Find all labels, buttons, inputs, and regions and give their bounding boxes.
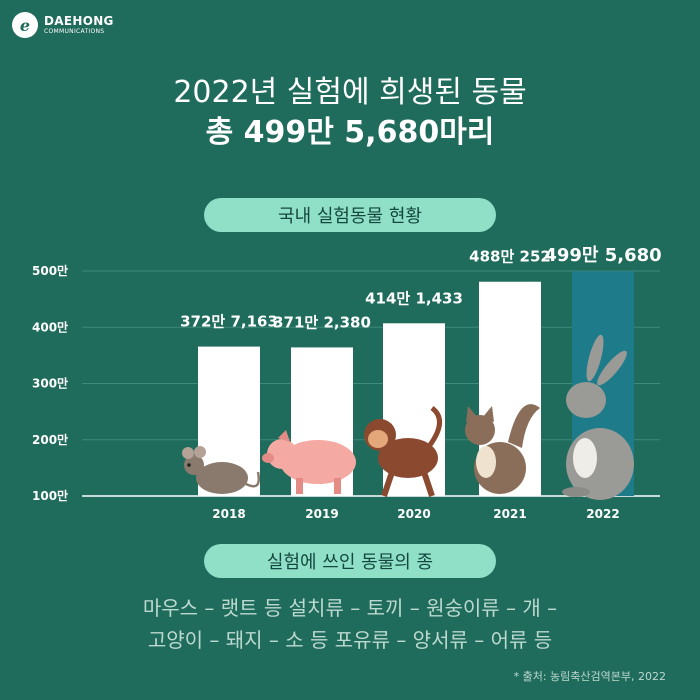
- y-tick-label: 100만: [32, 488, 68, 503]
- data-label: 371만 2,380: [273, 313, 371, 331]
- cat-illustration: [465, 404, 540, 494]
- pig-leg: [296, 478, 303, 494]
- data-label: 488만 252: [469, 248, 551, 266]
- x-tick-label: 2019: [305, 507, 338, 521]
- rabbit-illustration: [562, 334, 634, 500]
- page-subtitle: 총 499만 5,680마리: [205, 115, 495, 150]
- source-note: * 출처: 농림축산검역본부, 2022: [513, 670, 666, 683]
- monkey-tail: [427, 406, 442, 447]
- mouse-eye: [187, 463, 191, 467]
- cat-tail: [508, 404, 540, 448]
- species-section-label: 실험에 쓰인 동물의 종: [204, 544, 496, 578]
- monkey-leg: [381, 471, 395, 497]
- y-tick-label: 500만: [32, 263, 68, 278]
- cat-chest: [476, 446, 496, 478]
- rabbit-belly: [573, 438, 597, 478]
- rabbit-ear: [586, 334, 604, 382]
- cat-head: [465, 415, 495, 445]
- y-tick-label: 400만: [32, 319, 68, 334]
- cat-ear: [482, 406, 494, 422]
- pig-snout: [262, 453, 274, 463]
- rabbit-head: [566, 382, 606, 418]
- cat-ear: [466, 406, 478, 422]
- monkey-illustration: [364, 406, 442, 497]
- logo-mark-icon: e: [12, 12, 38, 38]
- pig-body: [280, 440, 356, 484]
- bar-chart: 100만 200만 300만 400만 500만 2018 372만 7,163 2019 37…: [32, 245, 662, 521]
- brand-logo: e DAEHONG COMMUNICATIONS: [12, 12, 114, 38]
- data-label: 499만 5,680: [544, 245, 661, 266]
- mouse-ear: [194, 446, 206, 458]
- mouse-tail: [245, 471, 260, 488]
- y-tick-label: 300만: [32, 376, 68, 391]
- y-tick-label: 200만: [32, 432, 68, 447]
- pig-head: [267, 439, 297, 469]
- x-tick-label: 2022: [586, 507, 619, 521]
- x-tick-label: 2018: [212, 507, 245, 521]
- monkey-leg: [421, 471, 435, 497]
- data-label: 414만 1,433: [365, 289, 463, 307]
- logo-name: DAEHONG: [44, 14, 114, 28]
- species-list-line-1: 마우스 – 랫트 등 설치류 – 토끼 – 원숭이류 – 개 –: [142, 596, 558, 620]
- x-tick-label: 2020: [397, 507, 430, 521]
- mouse-illustration: [182, 446, 260, 494]
- species-list-line-2: 고양이 – 돼지 – 소 등 포유류 – 양서류 – 어류 등: [147, 628, 553, 652]
- rabbit-ear: [597, 350, 627, 386]
- page-title: 2022년 실험에 희생된 동물: [173, 75, 527, 110]
- monkey-face: [368, 430, 388, 448]
- data-label: 372만 7,163: [180, 313, 278, 331]
- mouse-ear: [182, 447, 194, 459]
- mouse-head: [184, 455, 204, 475]
- monkey-body: [378, 438, 438, 478]
- logo-subtitle: COMMUNICATIONS: [44, 28, 105, 35]
- pig-illustration: [262, 430, 356, 494]
- chart-section-label: 국내 실험동물 현황: [204, 198, 496, 232]
- rabbit-foot: [562, 487, 590, 497]
- x-tick-label: 2021: [493, 507, 526, 521]
- pig-ear: [278, 430, 290, 442]
- pig-leg: [334, 478, 341, 494]
- mouse-body: [196, 462, 248, 494]
